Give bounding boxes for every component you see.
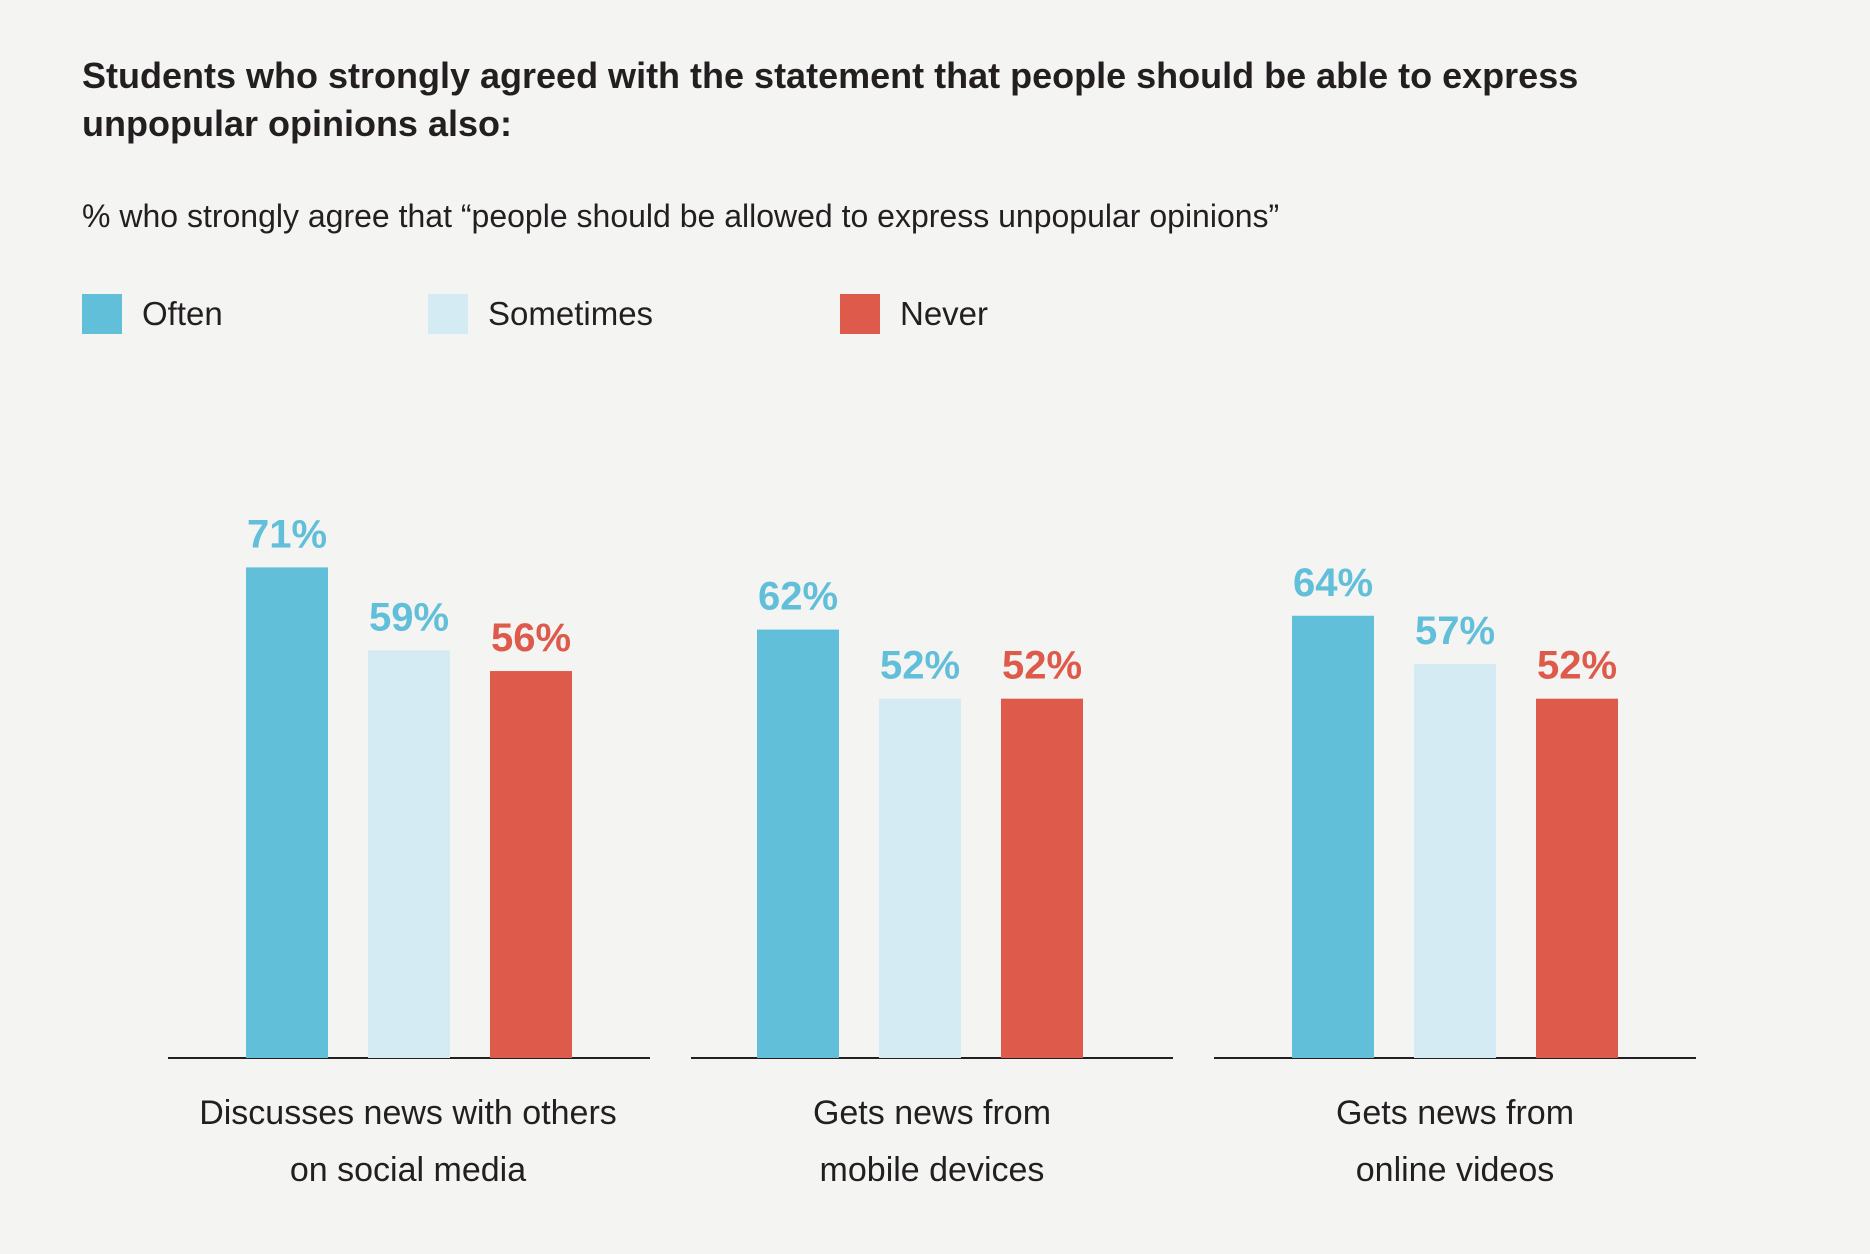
legend-swatch-sometimes (428, 294, 468, 334)
legend-swatch-often (82, 294, 122, 334)
category-label-2-line-2: mobile devices (820, 1151, 1045, 1189)
category-label-3-line-1: Gets news from (1336, 1094, 1574, 1132)
value-label-never-group-1: 56% (491, 616, 571, 660)
legend-swatch-never (840, 294, 880, 334)
chart-subtitle: % who strongly agree that “people should… (82, 198, 1280, 234)
bar-never-group-1 (490, 671, 572, 1058)
category-label-2-line-1: Gets news from (813, 1094, 1051, 1132)
chart-title: Students who strongly agreed with the st… (82, 55, 1579, 144)
bar-never-group-2 (1001, 698, 1083, 1058)
bar-sometimes-group-1 (368, 650, 450, 1058)
value-label-never-group-3: 52% (1537, 644, 1617, 688)
legend-label-never: Never (900, 295, 989, 332)
value-label-sometimes-group-1: 59% (369, 595, 449, 639)
category-label-1-line-2: on social media (290, 1151, 526, 1189)
value-label-often-group-1: 71% (247, 512, 327, 556)
value-label-often-group-3: 64% (1293, 561, 1373, 605)
bar-often-group-2 (757, 629, 839, 1058)
value-label-sometimes-group-2: 52% (880, 644, 960, 688)
category-label-3-line-2: online videos (1356, 1151, 1554, 1189)
bar-often-group-3 (1292, 615, 1374, 1058)
category-label-1-line-1: Discusses news with others (199, 1094, 617, 1132)
value-label-never-group-2: 52% (1002, 644, 1082, 688)
value-label-sometimes-group-3: 57% (1415, 609, 1495, 653)
value-label-often-group-2: 62% (758, 575, 838, 619)
bar-sometimes-group-2 (879, 698, 961, 1058)
bar-sometimes-group-3 (1414, 664, 1496, 1058)
legend-label-often: Often (142, 295, 223, 332)
bar-often-group-1 (246, 567, 328, 1058)
bar-never-group-3 (1536, 698, 1618, 1058)
legend-label-sometimes: Sometimes (488, 295, 654, 332)
